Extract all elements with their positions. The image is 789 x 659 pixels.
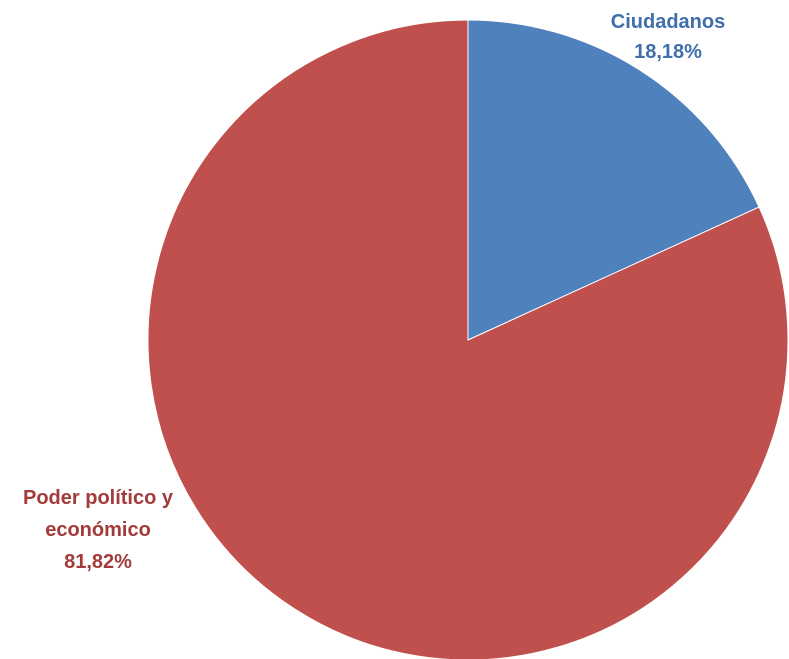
slice-label-0-line-1: 18,18% [634, 41, 702, 63]
slice-label-0: Ciudadanos 18,18% [611, 11, 725, 63]
pie-slice-0 [467, 19, 760, 341]
slice-label-1-line-1: económico [45, 519, 151, 541]
pie-slices [147, 19, 789, 659]
slice-label-1-line-0: Poder político y [23, 487, 174, 509]
pie-slice-1 [147, 19, 789, 659]
slice-label-1: Poder político y económico 81,82% [23, 487, 174, 573]
slice-label-1-line-2: 81,82% [64, 551, 132, 573]
pie-labels: Ciudadanos 18,18% Poder político y económic… [23, 11, 725, 573]
slice-label-0-line-0: Ciudadanos [611, 11, 725, 33]
